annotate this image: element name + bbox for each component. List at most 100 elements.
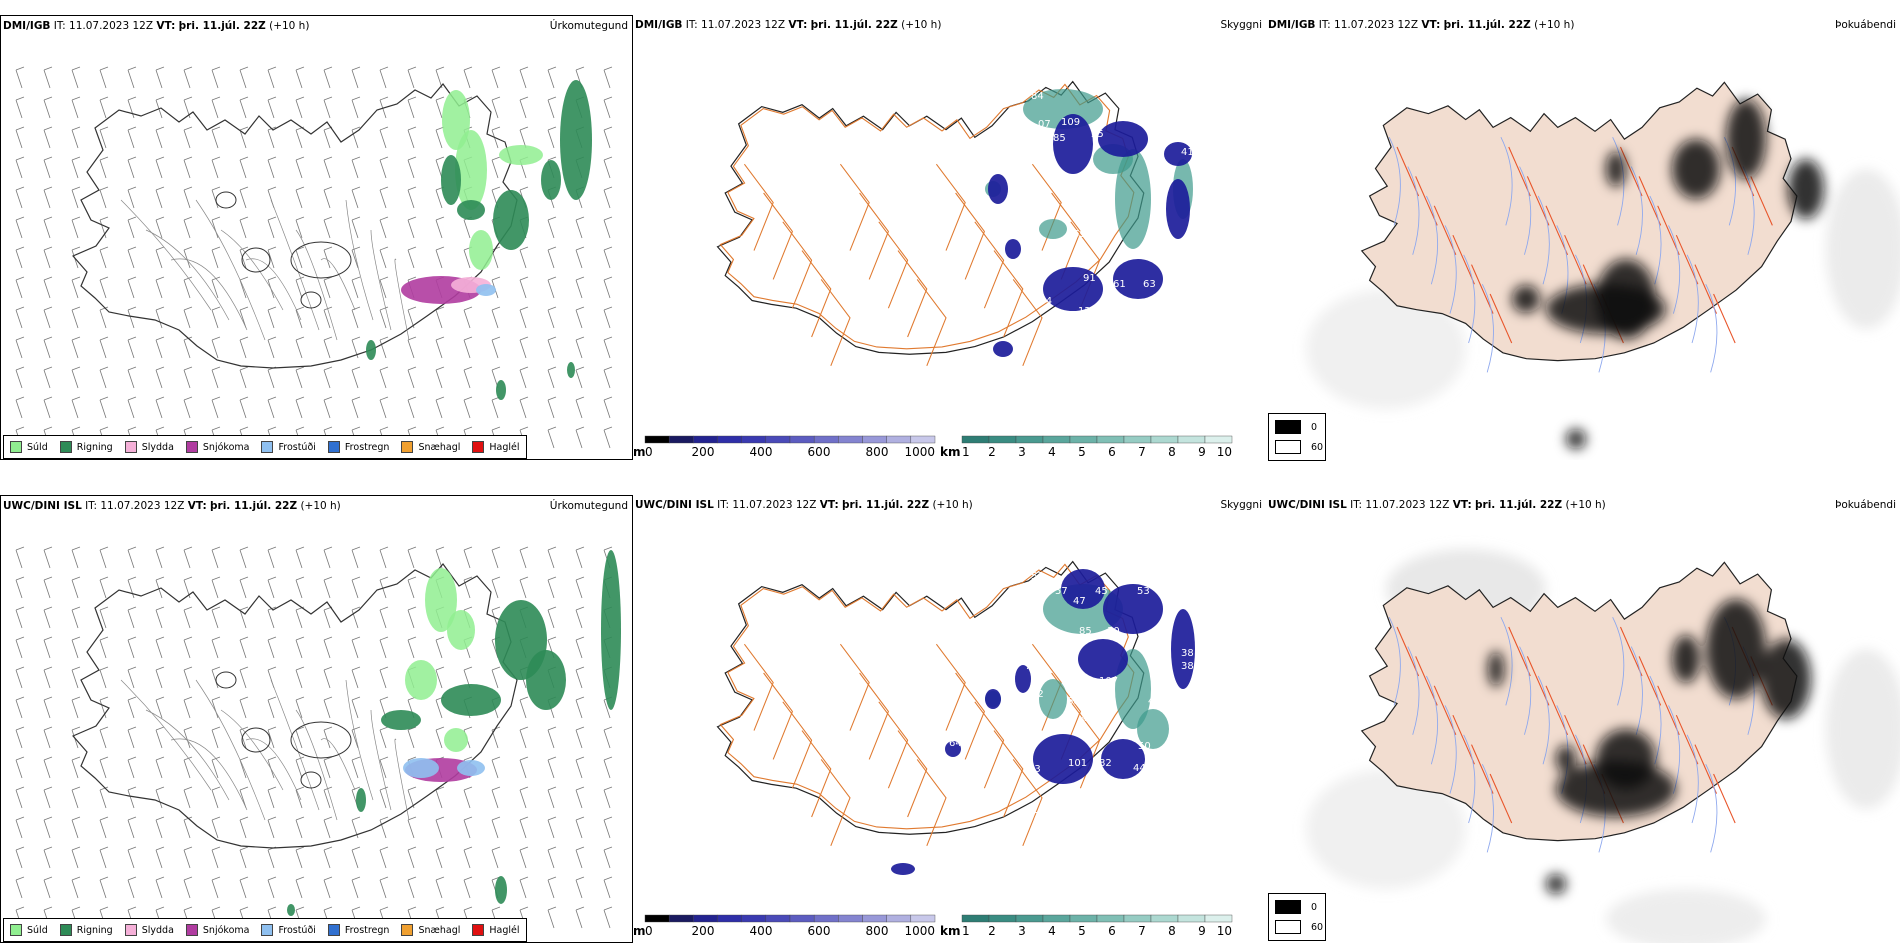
colorbar-tick: 7 — [1138, 445, 1146, 459]
field-label: Þokuábendi — [1835, 499, 1896, 511]
legend-swatch — [401, 924, 414, 936]
legend-item: Snjókoma — [185, 441, 250, 453]
colorbar-segment — [789, 435, 815, 444]
legend-item: Slydda — [124, 924, 174, 936]
ceiling-label: 85 — [1053, 133, 1066, 144]
field-label: Úrkomutegund — [549, 500, 628, 512]
colorbar-tick: 800 — [866, 445, 889, 459]
ceiling-label: 77 — [1026, 811, 1039, 822]
legend-item: Haglél — [472, 924, 520, 936]
colorbar-unit: km — [940, 924, 960, 938]
colorbar-segment — [668, 914, 694, 923]
ceiling-label: 101 — [1068, 758, 1087, 769]
colorbar-segment — [765, 914, 791, 923]
legend-label: Snæhagl — [418, 441, 461, 453]
fog-legend-label: 0 — [1311, 421, 1318, 433]
ceiling-label: 107 — [1099, 676, 1118, 687]
colorbar-tick: 1000 — [904, 924, 935, 938]
colorbar-tick: 3 — [1018, 445, 1026, 459]
colorbar-tick: 0 — [645, 445, 653, 459]
ceiling-label: 61 — [1063, 669, 1076, 680]
legend-swatch — [59, 924, 72, 936]
legend-label: Snjókoma — [202, 441, 250, 453]
colorbar-segment — [668, 435, 694, 444]
panel-title: DMI/IGB IT: 11.07.2023 12Z VT: þri. 11.j… — [635, 19, 942, 31]
ceiling-label: 63 — [1033, 591, 1046, 602]
field-label: Skyggni — [1220, 19, 1263, 31]
colorbar-segment — [1150, 435, 1179, 444]
colorbar-segment — [717, 435, 742, 444]
ceiling-label: 55 — [1091, 129, 1104, 140]
panel-uwc-precip: UWC/DINI ISL IT: 11.07.2023 12Z VT: þri.… — [0, 495, 633, 943]
colorbar-tick: 7 — [1138, 924, 1146, 938]
colorbar-tick: 6 — [1108, 445, 1116, 459]
legend-label: Frostregn — [344, 924, 390, 936]
legend-item: Rigning — [59, 924, 113, 936]
ceiling-label: 41 — [1181, 147, 1194, 158]
ceiling-label: 82 — [1099, 758, 1112, 769]
colorbar-tick: 9 — [1198, 924, 1206, 938]
ceiling-label: 57 — [1055, 586, 1068, 597]
legend-swatch — [327, 924, 340, 936]
legend-item: Rigning — [59, 441, 113, 453]
ceiling-label: 69 — [1073, 229, 1086, 240]
legend-swatch — [261, 441, 274, 453]
legend-label: Frostúði — [278, 441, 316, 453]
panel-dmi-vis: DMI/IGB IT: 11.07.2023 12Z VT: þri. 11.j… — [633, 15, 1266, 460]
field-label: Úrkomutegund — [549, 20, 628, 32]
colorbar-segment — [1204, 914, 1233, 923]
ceiling-label: 119 — [951, 256, 970, 267]
legend-item: Snæhagl — [401, 924, 460, 936]
colorbar-tick: 1000 — [904, 445, 935, 459]
ceiling-label: 30 — [1107, 626, 1120, 637]
legend-swatch — [327, 441, 340, 453]
colorbar-tick: 5 — [1078, 445, 1086, 459]
colorbar-segment — [862, 435, 887, 444]
colorbar-segment — [1015, 435, 1044, 444]
ceiling-label: 61 — [1113, 279, 1126, 290]
fog-legend: 0 60 — [1268, 413, 1326, 461]
colorbar-tick: 400 — [750, 445, 773, 459]
ceiling-label: 84 — [1025, 273, 1038, 284]
ceiling-label: 52 — [1141, 633, 1154, 644]
legend-item: Slydda — [124, 441, 174, 453]
colorbar-tick: 1 — [962, 445, 970, 459]
legend-swatch — [10, 924, 22, 936]
colorbar-tick: 200 — [692, 924, 715, 938]
colorbar-segment — [1150, 914, 1179, 923]
ceiling-label: 51 — [1031, 571, 1044, 582]
colorbar-segment — [789, 914, 815, 923]
ceiling-label: 63 — [1143, 279, 1156, 290]
precip-legend: Súld Rigning Slydda Snjókoma Frostúði Frostre… — [3, 435, 527, 459]
ceiling-label: 60 — [1153, 121, 1166, 132]
colorbar-segment — [1069, 914, 1098, 923]
ceiling-label: 49 — [1148, 696, 1161, 707]
colorbar-segment — [644, 435, 670, 444]
visibility-colorbar: km 1 2 3 4 5 6 7 8 9 10 — [940, 914, 1240, 945]
fog-legend-row: 60 — [1275, 920, 1323, 934]
legend-label: Haglél — [489, 441, 520, 453]
fog-indicator-map — [1306, 81, 1900, 449]
ceiling-label: 62 — [1031, 689, 1044, 700]
ceiling-colorbar: m 0 200 400 600 800 1000 — [633, 914, 943, 945]
legend-label: Súld — [27, 441, 48, 453]
fog-legend-swatch — [1275, 440, 1301, 454]
colorbar-tick: 10 — [1217, 924, 1232, 938]
ceiling-label: 63 — [1028, 764, 1041, 775]
fog-legend-swatch — [1275, 920, 1301, 934]
colorbar-segment — [717, 914, 742, 923]
ceiling-label: 39 — [1181, 599, 1194, 610]
legend-item: Súld — [10, 924, 48, 936]
legend-swatch — [124, 924, 137, 936]
ceiling-label: 41 — [951, 396, 964, 407]
colorbar-segment — [813, 914, 839, 923]
ceiling-label: 84 — [1028, 189, 1041, 200]
colorbar-segment — [741, 914, 767, 923]
legend-label: Snæhagl — [418, 924, 461, 936]
colorbar-segment — [1042, 435, 1071, 444]
ceiling-label: 07 — [1038, 119, 1051, 130]
colorbar-tick: 0 — [645, 924, 653, 938]
colorbar-tick: 1 — [962, 924, 970, 938]
ceiling-label: 38 — [1181, 661, 1194, 672]
